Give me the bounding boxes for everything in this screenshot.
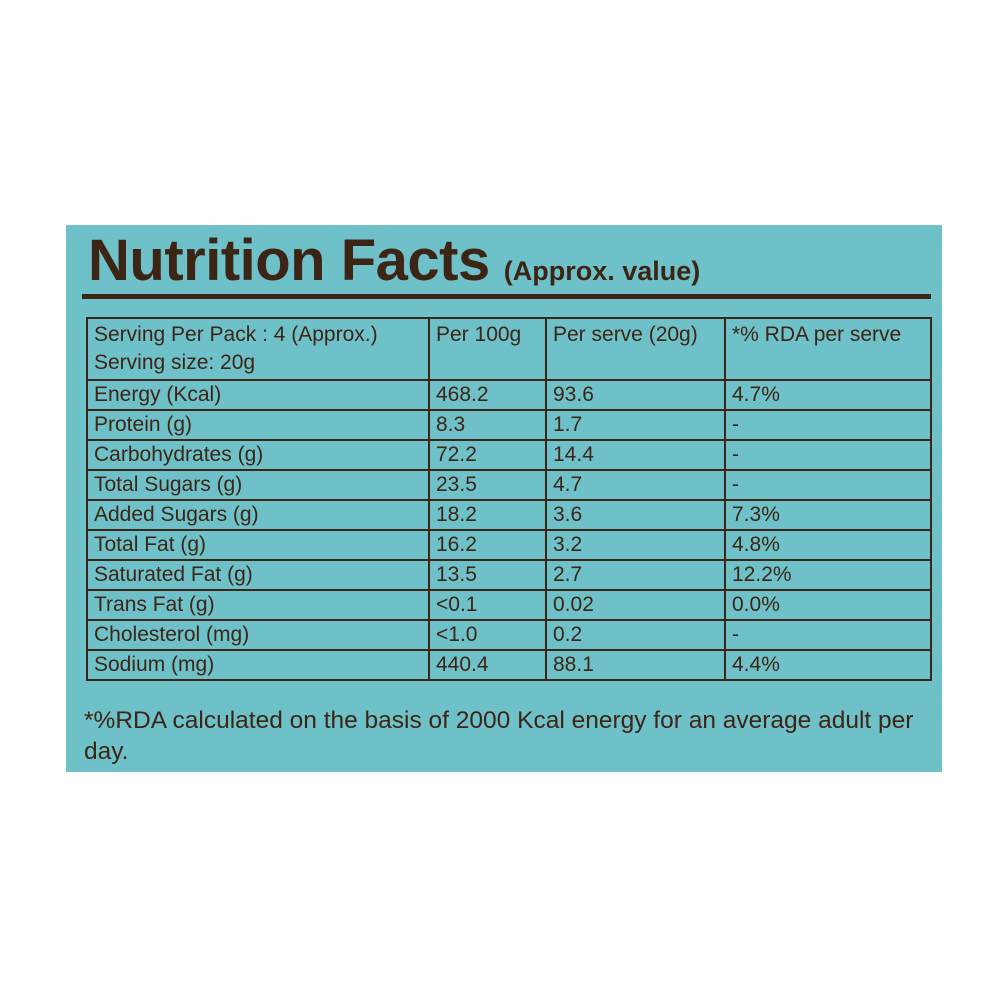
- per-100g-cell: 468.2: [428, 379, 547, 411]
- table-header-row: Serving Per Pack : 4 (Approx.) Serving s…: [86, 317, 932, 381]
- table-row: Carbohydrates (g) 72.2 14.4-: [86, 439, 932, 471]
- per-100g-cell: <0.1: [428, 589, 547, 621]
- per-100g-cell: <1.0: [428, 619, 547, 651]
- nutrition-table: Serving Per Pack : 4 (Approx.) Serving s…: [86, 317, 932, 681]
- rda-cell: -: [724, 469, 932, 501]
- nutrition-facts-title: Nutrition Facts: [88, 228, 490, 293]
- rda-cell: 0.0%: [724, 589, 932, 621]
- serving-per-pack: Serving Per Pack : 4 (Approx.): [94, 323, 378, 346]
- nutrient-cell: Protein (g): [86, 409, 430, 441]
- rda-cell: -: [724, 409, 932, 441]
- table-row: Energy (Kcal) 468.2 93.6 4.7%: [86, 379, 932, 411]
- per-100g-cell: 13.5: [428, 559, 547, 591]
- per-100g-cell: 18.2: [428, 499, 547, 531]
- per-serve-cell: 3.2: [545, 529, 726, 561]
- table-row: Protein (g) 8.3 1.7-: [86, 409, 932, 441]
- serving-size: Serving size: 20g: [94, 351, 256, 374]
- per-serve-cell: 2.7: [545, 559, 726, 591]
- nutrient-cell: Total Sugars (g): [86, 469, 430, 501]
- per-serve-cell: 0.2: [545, 619, 726, 651]
- per-100g-cell: 16.2: [428, 529, 547, 561]
- rda-cell: 7.3%: [724, 499, 932, 531]
- rda-cell: 4.4%: [724, 649, 932, 681]
- nutrient-cell: Saturated Fat (g): [86, 559, 430, 591]
- nutrient-cell: Energy (Kcal): [86, 379, 430, 411]
- table-row: Saturated Fat (g) 13.5 2.7 12.2%: [86, 559, 932, 591]
- per-serve-header: Per serve (20g): [545, 317, 726, 381]
- rda-cell: -: [724, 439, 932, 471]
- per-100g-cell: 440.4: [428, 649, 547, 681]
- nutrient-cell: Total Fat (g): [86, 529, 430, 561]
- per-serve-cell: 4.7: [545, 469, 726, 501]
- serving-info-cell: Serving Per Pack : 4 (Approx.) Serving s…: [86, 317, 430, 381]
- per-serve-cell: 14.4: [545, 439, 726, 471]
- table-row: Total Fat (g) 16.2 3.2 4.8%: [86, 529, 932, 561]
- title-divider: [82, 294, 931, 299]
- nutrient-cell: Carbohydrates (g): [86, 439, 430, 471]
- table-row: Cholesterol (mg) <1.0 0.2-: [86, 619, 932, 651]
- per-100g-cell: 72.2: [428, 439, 547, 471]
- title-row: Nutrition Facts (Approx. value): [88, 227, 700, 293]
- rda-cell: -: [724, 619, 932, 651]
- nutrition-label-panel: Nutrition Facts (Approx. value) Serving …: [66, 225, 942, 772]
- approx-value-subtitle: (Approx. value): [503, 256, 701, 286]
- rda-footnote: *%RDA calculated on the basis of 2000 Kc…: [84, 707, 914, 765]
- table-row: Trans Fat (g) <0.1 0.02 0.0%: [86, 589, 932, 621]
- nutrient-cell: Sodium (mg): [86, 649, 430, 681]
- per-serve-cell: 93.6: [545, 379, 726, 411]
- nutrient-cell: Added Sugars (g): [86, 499, 430, 531]
- per-100g-header: Per 100g: [428, 317, 547, 381]
- per-serve-cell: 3.6: [545, 499, 726, 531]
- rda-header: *% RDA per serve: [724, 317, 932, 381]
- table-row: Sodium (mg) 440.4 88.1 4.4%: [86, 649, 932, 681]
- rda-cell: 4.7%: [724, 379, 932, 411]
- table-row: Total Sugars (g) 23.5 4.7-: [86, 469, 932, 501]
- rda-cell: 4.8%: [724, 529, 932, 561]
- per-serve-cell: 88.1: [545, 649, 726, 681]
- per-serve-cell: 0.02: [545, 589, 726, 621]
- nutrient-cell: Cholesterol (mg): [86, 619, 430, 651]
- rda-cell: 12.2%: [724, 559, 932, 591]
- table-row: Added Sugars (g) 18.2 3.6 7.3%: [86, 499, 932, 531]
- per-100g-cell: 23.5: [428, 469, 547, 501]
- per-serve-cell: 1.7: [545, 409, 726, 441]
- per-100g-cell: 8.3: [428, 409, 547, 441]
- nutrient-cell: Trans Fat (g): [86, 589, 430, 621]
